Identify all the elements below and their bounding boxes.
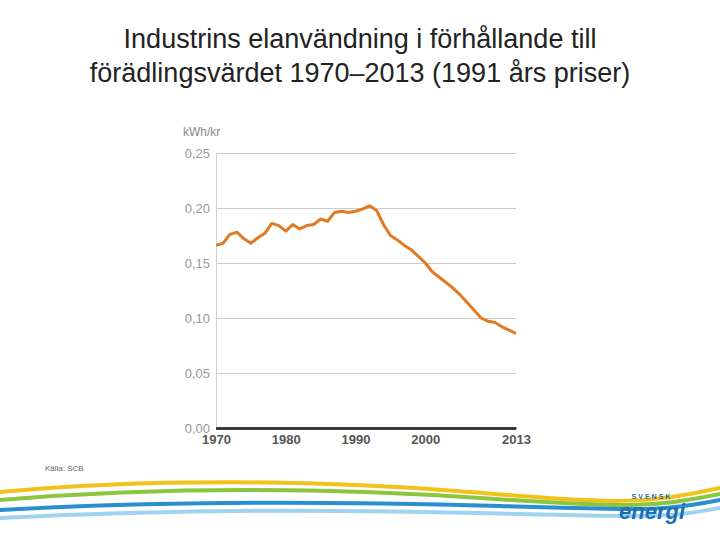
x-tick-label: 1970 bbox=[202, 432, 231, 447]
grid-line bbox=[216, 373, 516, 374]
y-axis-title: kWh/kr bbox=[183, 125, 220, 139]
x-tick-label: 1990 bbox=[342, 432, 371, 447]
y-tick: 0,05 bbox=[185, 366, 516, 381]
title: Industrins elanvändning i förhållande ti… bbox=[40, 22, 680, 90]
x-tick-label: 1980 bbox=[272, 432, 301, 447]
x-tick: 1970 bbox=[202, 428, 231, 447]
y-tick-label: 0,10 bbox=[185, 311, 210, 326]
x-tick: 1980 bbox=[272, 428, 301, 447]
decoration bbox=[0, 482, 720, 518]
y-tick: 0,10 bbox=[185, 311, 516, 326]
y-axis: 0,000,050,100,150,200,25 bbox=[185, 146, 516, 436]
y-tick-label: 0,20 bbox=[185, 201, 210, 216]
x-tick: 1990 bbox=[342, 428, 371, 447]
swoosh bbox=[0, 500, 720, 510]
x-tick: 2000 bbox=[411, 428, 440, 447]
y-axis-line bbox=[216, 154, 217, 429]
y-tick-label: 0,25 bbox=[185, 146, 210, 161]
x-tick-label: 2000 bbox=[411, 432, 440, 447]
x-tick: 2013 bbox=[502, 428, 531, 447]
swoosh bbox=[0, 508, 720, 518]
data-line bbox=[216, 206, 516, 334]
source: Källa: SCB bbox=[45, 464, 84, 473]
y-tick-label: 0,05 bbox=[185, 366, 210, 381]
chart: 0,000,050,100,150,200,251970198019902000… bbox=[0, 0, 720, 540]
grid-line bbox=[216, 427, 516, 430]
y-tick: 0,15 bbox=[185, 256, 516, 271]
x-axis: 1970 1980 1990 2000 2013 bbox=[202, 428, 531, 447]
logo-large: energi bbox=[619, 499, 686, 524]
y-tick-label: 0,15 bbox=[185, 256, 210, 271]
plot-area bbox=[216, 206, 516, 334]
grid-line bbox=[216, 263, 516, 264]
x-axis-line bbox=[217, 427, 517, 430]
x-tick-label: 2013 bbox=[502, 432, 531, 447]
grid-line bbox=[216, 318, 516, 319]
logo: SVENSKenergi bbox=[619, 493, 686, 524]
grid-line bbox=[216, 153, 516, 154]
y-tick: 0,25 bbox=[185, 146, 516, 161]
